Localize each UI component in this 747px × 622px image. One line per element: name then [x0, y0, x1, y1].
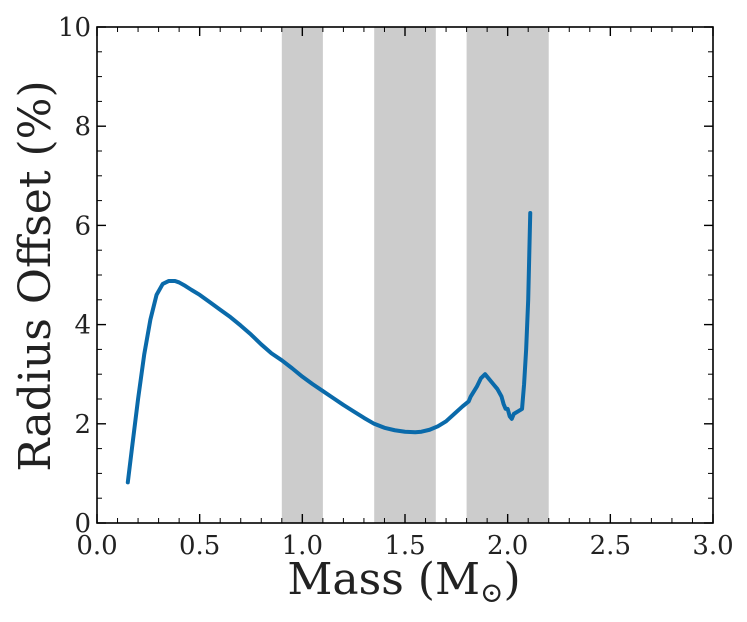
- y-axis-label: Radius Offset (%): [10, 80, 61, 471]
- shaded-region-1: [281, 27, 323, 523]
- x-tick-label: 0.0: [76, 531, 117, 561]
- x-tick-label: 2.5: [590, 531, 631, 561]
- x-tick-label: 3.0: [692, 531, 733, 561]
- y-tick-label: 4: [74, 311, 91, 341]
- y-tick-label: 0: [74, 509, 91, 539]
- shaded-region-3: [466, 27, 549, 523]
- y-tick-label: 8: [74, 112, 91, 142]
- shaded-region-layer: [281, 27, 549, 523]
- tick-label-layer: 0.0 0.5 1.0 1.5 2.0 2.5 3.0 0 2 4 6 8 10: [58, 13, 734, 561]
- series-line-radius-offset: [125, 211, 533, 485]
- y-tick-label: 10: [58, 13, 91, 43]
- series-layer: [125, 211, 533, 485]
- x-tick-label: 1.5: [384, 531, 425, 561]
- x-axis-label-close: ): [503, 554, 520, 605]
- x-axis-label: Mass (M⊙): [287, 554, 520, 609]
- shaded-region-2: [374, 27, 436, 523]
- x-tick-label: 2.0: [487, 531, 528, 561]
- x-tick-label: 0.5: [179, 531, 220, 561]
- x-axis-label-subscript: ⊙: [480, 576, 503, 609]
- x-tick-label: 1.0: [282, 531, 323, 561]
- y-tick-label: 6: [74, 211, 91, 241]
- tick-layer: [96, 26, 714, 524]
- y-tick-label: 2: [74, 410, 91, 440]
- x-axis-label-main: Mass (M: [287, 554, 480, 605]
